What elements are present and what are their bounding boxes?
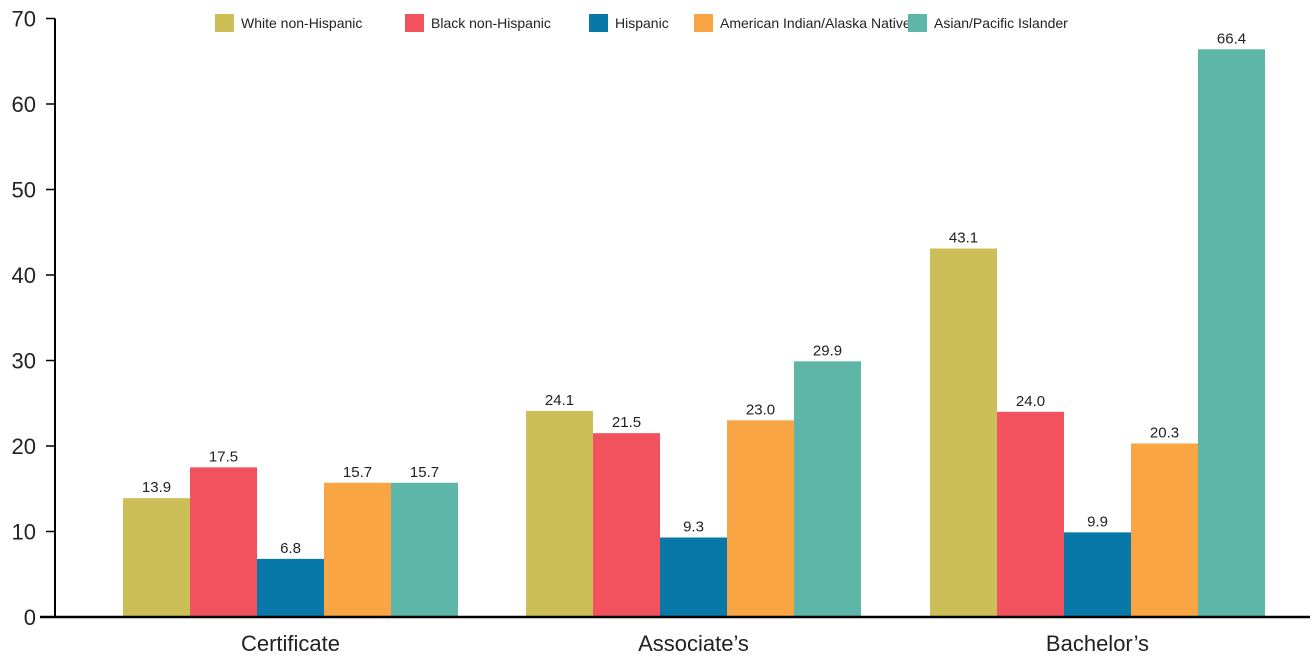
- x-category-label: Certificate: [241, 631, 340, 656]
- legend-swatch: [694, 14, 713, 32]
- bars: [123, 49, 1265, 617]
- bar: [1198, 49, 1265, 617]
- legend-label: American Indian/Alaska Native: [720, 15, 911, 31]
- y-tick-label: 20: [12, 434, 36, 459]
- y-tick-label: 70: [12, 7, 36, 32]
- data-label: 17.5: [209, 448, 238, 465]
- bar: [593, 433, 660, 617]
- bar: [324, 482, 391, 617]
- bar: [930, 248, 997, 617]
- x-axis: Certificate Associate’s Bachelor’s: [40, 615, 1310, 656]
- legend-label: Asian/Pacific Islander: [934, 15, 1068, 31]
- legend-label: White non-Hispanic: [241, 15, 362, 31]
- data-label: 6.8: [280, 540, 301, 557]
- bar: [727, 420, 794, 617]
- data-label: 21.5: [612, 414, 641, 431]
- legend-swatch: [215, 14, 234, 32]
- bar: [391, 482, 458, 617]
- data-label: 24.1: [545, 392, 574, 409]
- legend-label: Hispanic: [615, 15, 669, 31]
- x-category-label: Associate’s: [638, 631, 749, 656]
- bar: [997, 411, 1064, 617]
- y-tick-label: 60: [12, 92, 36, 117]
- bar: [794, 361, 861, 617]
- data-label: 20.3: [1150, 424, 1179, 441]
- data-label: 24.0: [1016, 393, 1045, 410]
- data-label: 29.9: [813, 342, 842, 359]
- data-labels: 13.9 17.5 6.8 15.7 15.7 24.1 21.5 9.3 23.0 29.9 43…: [142, 30, 1246, 557]
- bar: [123, 498, 190, 617]
- data-label: 43.1: [949, 229, 978, 246]
- legend-swatch: [908, 14, 927, 32]
- y-tick-label: 0: [24, 605, 36, 630]
- bar: [1131, 443, 1198, 617]
- data-label: 15.7: [410, 464, 439, 481]
- x-category-label: Bachelor’s: [1046, 631, 1149, 656]
- y-axis: 0 10 20 30 40 50 60 70: [12, 7, 56, 630]
- legend-label: Black non-Hispanic: [431, 15, 551, 31]
- legend-swatch: [405, 14, 424, 32]
- y-tick-label: 10: [12, 520, 36, 545]
- legend-swatch: [589, 14, 608, 32]
- y-tick-label: 30: [12, 349, 36, 374]
- data-label: 9.9: [1087, 513, 1108, 530]
- bar: [1064, 532, 1131, 617]
- y-tick-label: 40: [12, 263, 36, 288]
- bar: [257, 558, 324, 617]
- data-label: 15.7: [343, 464, 372, 481]
- data-label: 23.0: [746, 401, 775, 418]
- bar: [190, 467, 257, 617]
- bar: [660, 537, 727, 617]
- data-label: 9.3: [683, 518, 704, 535]
- data-label: 13.9: [142, 479, 171, 496]
- bar: [526, 410, 593, 617]
- data-label: 66.4: [1217, 30, 1246, 47]
- legend: White non-Hispanic Black non-Hispanic Hisp…: [215, 14, 1068, 32]
- y-tick-label: 50: [12, 178, 36, 203]
